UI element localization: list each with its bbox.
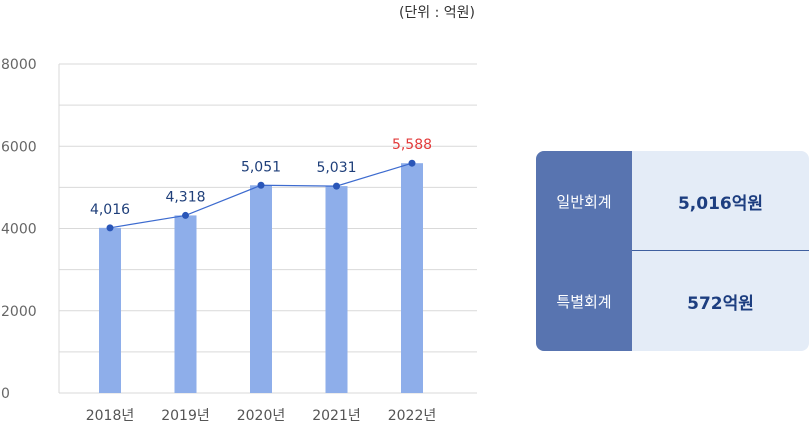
bar <box>99 227 121 393</box>
summary-row-general-account: 일반회계 5,016억원 <box>536 151 809 251</box>
y-tick-label: 2000 <box>1 304 37 320</box>
budget-summary-table: 일반회계 5,016억원 특별회계 572억원 <box>536 151 809 351</box>
x-tick-label: 2018년 <box>86 408 135 422</box>
y-tick-label: 4000 <box>1 222 37 238</box>
data-label: 5,031 <box>316 160 356 176</box>
trend-point <box>257 181 265 189</box>
x-tick-label: 2019년 <box>161 408 210 422</box>
data-label: 5,588 <box>392 137 432 153</box>
y-tick-label: 6000 <box>1 139 37 155</box>
summary-value-special-account: 572억원 <box>687 293 754 314</box>
y-axis-ticks: 0 2000 4000 6000 8000 <box>1 57 37 402</box>
data-label: 5,051 <box>241 159 281 175</box>
x-axis-ticks: 2018년 2019년 2020년 2021년 2022년 <box>86 408 437 422</box>
x-tick-label: 2020년 <box>237 408 286 422</box>
summary-value-general-account: 5,016억원 <box>677 193 764 214</box>
bar <box>174 215 197 393</box>
summary-label-general-account: 일반회계 <box>536 151 632 251</box>
summary-label-special-account: 특별회계 <box>536 251 632 351</box>
y-tick-label: 8000 <box>1 57 37 73</box>
trend-point <box>333 182 340 190</box>
bar <box>250 185 272 393</box>
trend-point <box>408 159 416 167</box>
trend-point <box>182 211 189 219</box>
x-tick-label: 2022년 <box>388 408 437 422</box>
trend-point <box>106 224 114 232</box>
summary-divider <box>632 250 809 251</box>
bar <box>401 163 423 393</box>
trend-points <box>106 159 416 232</box>
budget-chart: 0 2000 4000 6000 8000 4,016 4,318 5,051 5,031 5,… <box>1 57 477 422</box>
data-label: 4,016 <box>90 202 130 218</box>
unit-label: (단위 : 억원) <box>398 5 475 21</box>
bars <box>99 163 423 393</box>
x-tick-label: 2021년 <box>312 408 361 422</box>
summary-row-special-account: 특별회계 572억원 <box>536 251 809 351</box>
bar <box>325 186 348 393</box>
y-tick-label: 0 <box>1 386 10 402</box>
data-label: 4,318 <box>165 189 205 205</box>
data-labels: 4,016 4,318 5,051 5,031 5,588 <box>90 137 432 218</box>
